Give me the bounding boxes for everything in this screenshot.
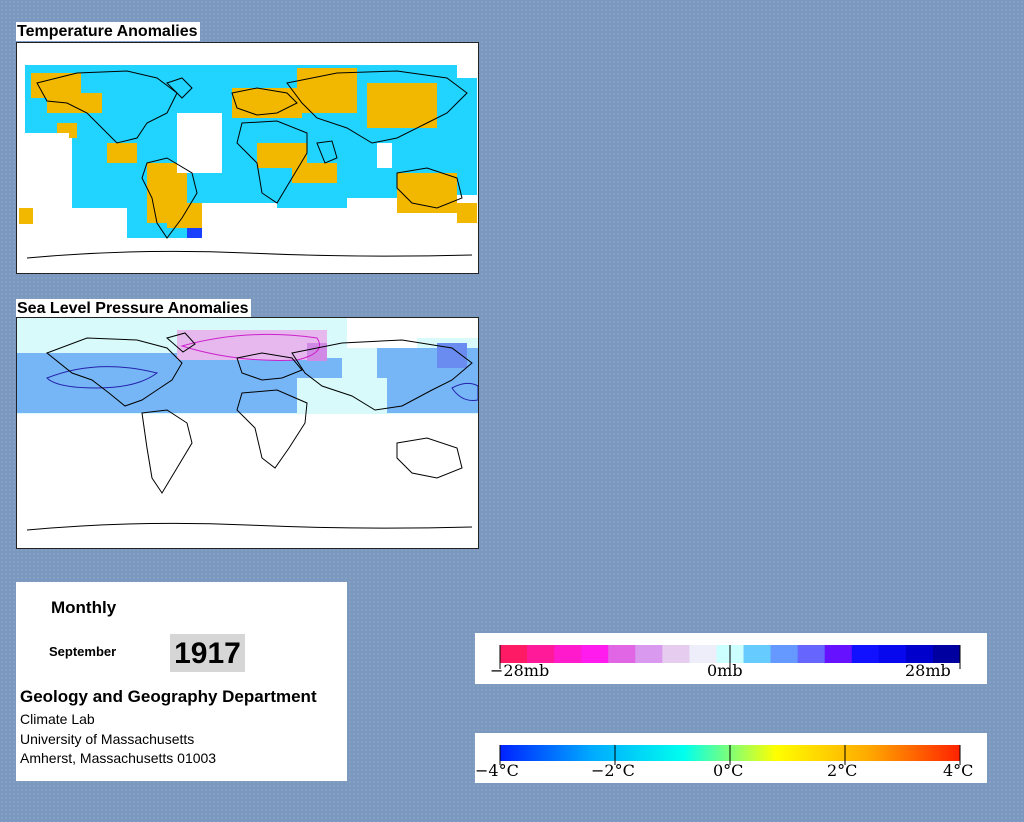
temperature-colorbar	[499, 745, 961, 765]
pressure-colorbar-bin	[527, 645, 555, 663]
pressure-colorbar-bin	[689, 645, 717, 663]
pressure-anomaly-field	[17, 318, 478, 414]
pressure-colorbar-bin	[878, 645, 907, 663]
lab-name: Climate Lab	[20, 711, 95, 727]
coastlines	[26, 332, 473, 531]
pressure-label-max: 28mb	[905, 661, 951, 680]
pressure-colorbar-bin	[797, 645, 826, 663]
pressure-colorbar-bin	[743, 645, 772, 663]
pressure-colorbar-bin	[851, 645, 880, 663]
temperature-map-title: Temperature Anomalies	[16, 22, 200, 41]
department-name: Geology and Geography Department	[20, 687, 317, 706]
period-mode: Monthly	[51, 598, 117, 617]
pressure-colorbar-bin	[662, 645, 690, 663]
year-display: 1917	[170, 634, 245, 672]
temperature-legend: −4°C −2°C 0°C 2°C 4°C	[475, 733, 987, 783]
info-box: Monthly September 1917 Geology and Geogr…	[16, 582, 347, 781]
pressure-map-title: Sea Level Pressure Anomalies	[16, 299, 251, 318]
pressure-colorbar-bin	[554, 645, 582, 663]
pressure-label-min: −28mb	[490, 661, 550, 680]
temp-label-p2: 2°C	[827, 761, 858, 780]
coastlines	[26, 70, 473, 259]
pressure-colorbar-bin	[932, 645, 961, 663]
pressure-legend: −28mb 0mb 28mb	[475, 633, 987, 684]
temperature-anomaly-field	[17, 43, 478, 273]
pressure-colorbar-bin	[581, 645, 609, 663]
temp-label-m2: −2°C	[591, 761, 635, 780]
pressure-colorbar-bin	[770, 645, 799, 663]
month-label: September	[49, 644, 117, 659]
pressure-label-zero: 0mb	[707, 661, 743, 680]
temp-label-p4: 4°C	[943, 761, 974, 780]
pressure-colorbar-bin	[635, 645, 663, 663]
pressure-colorbar-bin	[608, 645, 636, 663]
pressure-colorbar-bin	[824, 645, 853, 663]
pressure-anomaly-map	[16, 317, 479, 549]
pressure-colorbar-bin	[905, 645, 934, 663]
temp-label-0: 0°C	[713, 761, 744, 780]
temp-label-m4: −4°C	[475, 761, 519, 780]
pressure-colorbar-bin	[500, 645, 528, 663]
university-name: University of Massachusetts	[20, 731, 195, 747]
pressure-contours	[46, 333, 478, 401]
address: Amherst, Massachusetts 01003	[20, 750, 217, 766]
temperature-anomaly-map	[16, 42, 479, 274]
pressure-colorbar	[499, 645, 961, 669]
